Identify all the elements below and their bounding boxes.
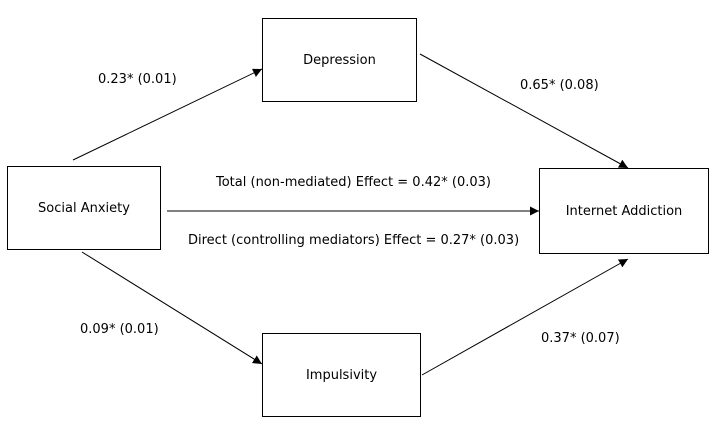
node-internet-addiction-label: Internet Addiction [565, 203, 683, 219]
label-depression-to-ia: 0.65* (0.08) [520, 78, 599, 93]
node-social-anxiety-label: Social Anxiety [38, 200, 130, 216]
node-depression: Depression [262, 18, 417, 102]
arrow-sa-to-depression [72, 68, 263, 161]
node-impulsivity-label: Impulsivity [305, 367, 378, 383]
node-impulsivity: Impulsivity [262, 333, 421, 417]
arrow-sa-to-impulsivity [81, 251, 263, 365]
label-direct-effect: Direct (controlling mediators) Effect = … [188, 233, 520, 248]
node-social-anxiety: Social Anxiety [7, 166, 161, 250]
node-internet-addiction: Internet Addiction [539, 168, 709, 254]
node-depression-label: Depression [303, 52, 376, 68]
arrow-depression-to-ia [419, 53, 629, 169]
label-total-effect: Total (non-mediated) Effect = 0.42* (0.0… [216, 175, 491, 190]
label-sa-to-impulsivity: 0.09* (0.01) [80, 322, 159, 337]
label-sa-to-depression: 0.23* (0.01) [98, 72, 177, 87]
arrow-impulsivity-to-ia [421, 258, 629, 376]
label-impulsivity-to-ia: 0.37* (0.07) [541, 331, 620, 346]
